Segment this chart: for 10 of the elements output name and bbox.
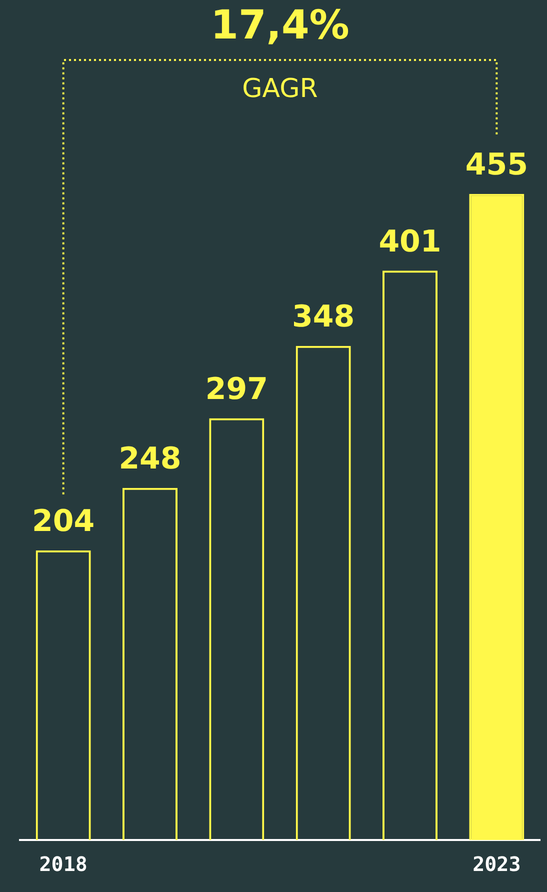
x-tick-label: 2023 [472,852,521,876]
data-label: 401 [378,224,442,260]
data-label: 204 [32,504,95,540]
x-tick-label: 2018 [39,852,88,876]
data-label: 297 [205,372,268,408]
data-label: 348 [292,300,355,335]
text: 17,4% [210,2,350,48]
data-label: 248 [118,442,182,477]
text: GAGR [242,74,318,104]
data-label: 455 [465,148,528,183]
